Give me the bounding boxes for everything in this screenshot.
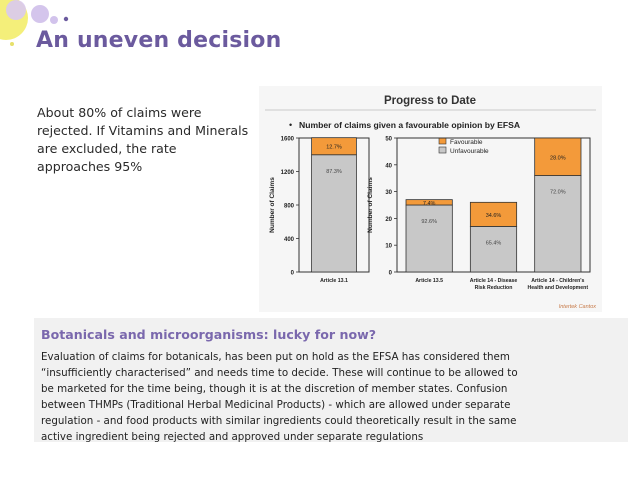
y-tick-label: 30 (385, 190, 392, 196)
chart-figure: Progress to Date • Number of claims give… (265, 95, 597, 310)
category-label: Article 13.5 (415, 278, 443, 284)
embedded-chart-image: Progress to Date • Number of claims give… (259, 86, 602, 312)
y-tick-label: 20 (385, 217, 392, 223)
bar-data-label: 72.0% (550, 190, 566, 196)
bar-favourable (405, 199, 453, 206)
bar-favourable (311, 137, 357, 156)
bar-data-label: 12.7% (326, 145, 342, 151)
intro-text: About 80% of claims were rejected. If Vi… (37, 105, 249, 174)
category-label: Health and Development (528, 285, 589, 291)
info-box: Botanicals and microorganisms: lucky for… (34, 318, 628, 443)
chart-other-articles: 50 40 30 20 10 0 Number of Claims 92.6% 7.4% Arti… (367, 137, 591, 291)
bar-unfavourable (405, 204, 453, 273)
category-label: Risk Reduction (475, 285, 513, 291)
y-axis-label: Number of Claims (269, 177, 276, 233)
y-tick-label: 1200 (281, 170, 295, 176)
y-tick-label: 0 (389, 271, 393, 277)
y-tick-label: 40 (385, 163, 392, 169)
category-label: Article 14 - Disease (470, 278, 518, 284)
bar-data-label: 7.4% (423, 201, 436, 207)
bar-data-label: 65.4% (486, 240, 502, 246)
figure-heading: Progress to Date (384, 95, 476, 107)
bar-data-label: 34.6% (486, 213, 502, 219)
box-title: Botanicals and microorganisms: lucky for… (41, 327, 377, 342)
bar-unfavourable (534, 175, 582, 273)
y-tick-label: 10 (385, 244, 392, 250)
bar-favourable (469, 201, 518, 227)
decorative-circles (0, 0, 69, 46)
bar-data-label: 87.3% (326, 169, 342, 175)
bar-unfavourable (311, 154, 357, 273)
chart-article-13-1: 1600 1200 800 400 0 Number of Claims 87.3% 12.7… (269, 137, 370, 284)
bar-data-label: 92.6% (421, 219, 437, 225)
y-tick-label: 800 (284, 204, 295, 210)
slide-title: An uneven decision (36, 28, 282, 53)
y-tick-label: 1600 (281, 137, 295, 143)
legend-swatch (438, 146, 447, 154)
figure-subtitle: Number of claims given a favourable opin… (299, 120, 520, 130)
figure-credit: Intertek Cantox (559, 304, 597, 310)
y-tick-label: 400 (284, 237, 295, 243)
y-axis-label: Number of Claims (367, 177, 374, 233)
box-body: Evaluation of claims for botanicals, has… (41, 351, 518, 443)
category-label: Article 14 - Children's (531, 278, 584, 284)
bar-favourable (534, 137, 582, 176)
category-label: Article 13.1 (320, 278, 348, 284)
legend-label: Unfavourable (450, 148, 489, 155)
y-tick-label: 50 (385, 137, 392, 143)
bar-data-label: 28.0% (550, 155, 566, 161)
legend-swatch (438, 137, 447, 145)
legend-label: Favourable (450, 139, 483, 146)
chart-legend: Favourable Unfavourable (438, 137, 489, 155)
y-tick-label: 0 (291, 271, 295, 277)
figure-bullet: • (289, 120, 292, 130)
bar-unfavourable (469, 226, 518, 273)
